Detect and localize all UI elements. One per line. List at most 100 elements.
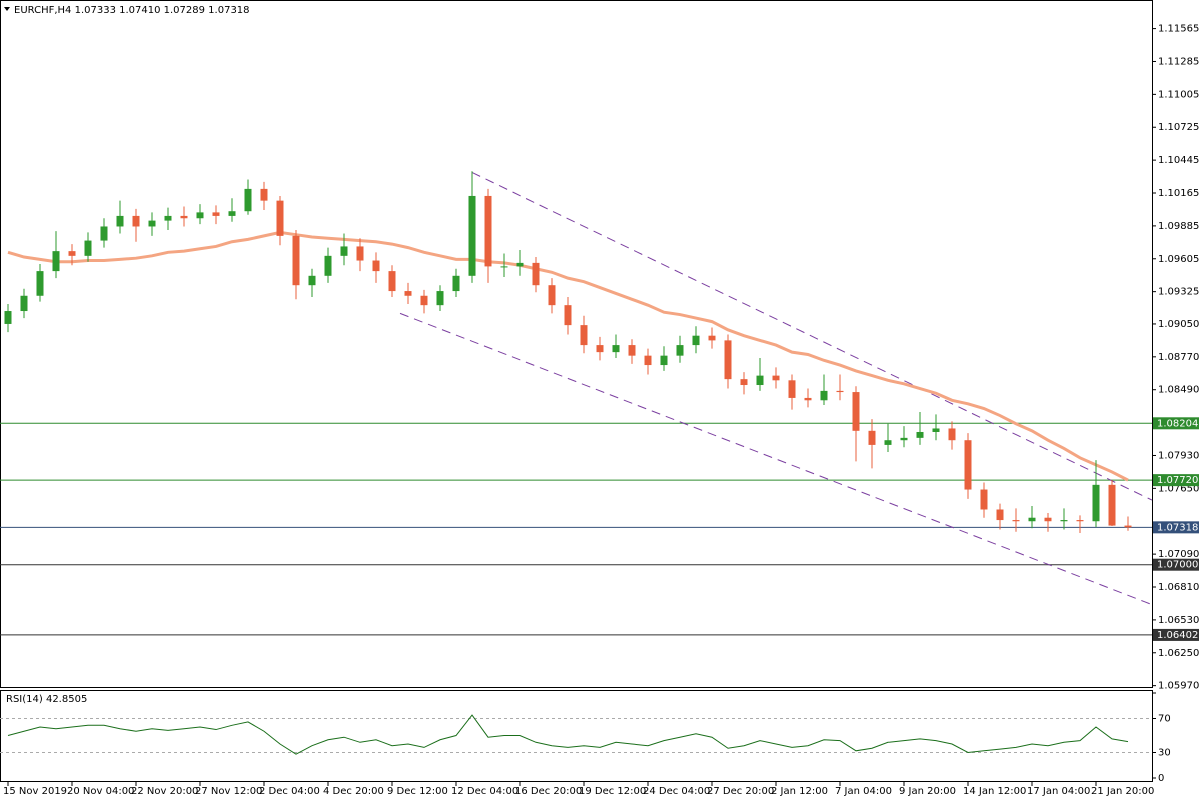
y-tick-label: 1.09325 <box>1158 287 1199 298</box>
x-tick-label: 14 Jan 12:00 <box>963 786 1026 797</box>
y-tick-label: 1.09885 <box>1158 221 1199 232</box>
level-label: 1.07000 <box>1157 560 1198 571</box>
candle-body <box>452 275 460 292</box>
level-label: 1.07318 <box>1157 522 1198 533</box>
moving-average <box>7 230 1129 482</box>
candle-body <box>260 188 268 201</box>
y-tick-label: 1.07930 <box>1158 450 1199 461</box>
rsi-label: RSI(14) 42.8505 <box>6 694 87 705</box>
candle-body <box>132 215 140 227</box>
candle-body <box>564 305 572 326</box>
y-tick-label: 1.09605 <box>1158 254 1199 265</box>
candle-body <box>20 295 28 312</box>
level-label: 1.06402 <box>1157 630 1198 641</box>
x-tick-label: 19 Dec 12:00 <box>579 786 646 797</box>
y-tick-label: 1.10725 <box>1158 122 1199 133</box>
candle-body <box>1012 520 1020 522</box>
candle-body <box>724 340 732 380</box>
level-label: 1.08204 <box>1157 418 1198 429</box>
candle-body <box>692 335 700 346</box>
candle-body <box>276 200 284 236</box>
candle-body <box>996 509 1004 521</box>
candle-body <box>388 271 396 292</box>
candle-body <box>852 392 860 431</box>
x-tick-label: 21 Jan 20:00 <box>1091 786 1154 797</box>
menu-arrow[interactable] <box>4 7 10 11</box>
candle-body <box>500 266 508 268</box>
candle-body <box>116 215 124 227</box>
rsi-panel <box>0 690 1153 782</box>
level-label-box <box>1153 628 1199 641</box>
x-tick-label: 2 Dec 04:00 <box>259 786 320 797</box>
candle-body <box>1076 520 1084 522</box>
candle-body <box>676 345 684 356</box>
y-tick-label: 1.08490 <box>1158 385 1199 396</box>
candle-body <box>148 220 156 227</box>
candle-body <box>916 431 924 438</box>
y-tick-label: 1.06530 <box>1158 615 1199 626</box>
x-tick-label: 9 Jan 20:00 <box>899 786 956 797</box>
y-tick-label: 1.11565 <box>1158 24 1199 35</box>
level-label-box <box>1153 474 1199 487</box>
candle-body <box>708 335 716 341</box>
x-tick-label: 4 Dec 20:00 <box>323 786 384 797</box>
x-tick-label: 12 Dec 04:00 <box>451 786 518 797</box>
candle-body <box>324 255 332 276</box>
candle-body <box>948 428 956 441</box>
x-tick-label: 9 Dec 12:00 <box>387 786 448 797</box>
candle-body <box>36 271 44 296</box>
candle-body <box>308 275 316 286</box>
channel-line <box>471 172 1153 501</box>
candle-body <box>68 251 76 256</box>
candle-body <box>932 428 940 432</box>
rsi-tick-label: 0 <box>1158 773 1164 784</box>
candle-body <box>1108 484 1116 526</box>
y-tick-label: 1.08770 <box>1158 352 1199 363</box>
candle-body <box>340 246 348 256</box>
y-tick-label: 1.11005 <box>1158 89 1199 100</box>
candle-body <box>548 285 556 306</box>
y-tick-label: 1.10165 <box>1158 188 1199 199</box>
candle-body <box>52 251 60 272</box>
rsi-tick-label: 70 <box>1158 714 1171 725</box>
candle-body <box>772 375 780 381</box>
candle-body <box>596 345 604 353</box>
x-tick-label: 2 Jan 12:00 <box>771 786 828 797</box>
candle-body <box>244 188 252 212</box>
candle-body <box>532 262 540 286</box>
level-label-box <box>1153 521 1199 534</box>
y-tick-label: 1.11285 <box>1158 56 1199 67</box>
candle-body <box>740 379 748 386</box>
candle-body <box>580 325 588 346</box>
candle-body <box>644 355 652 366</box>
x-tick-label: 15 Nov 2019 <box>3 786 67 797</box>
level-label-box <box>1153 558 1199 571</box>
candle-body <box>788 380 796 398</box>
candle-body <box>836 390 844 393</box>
candle-body <box>660 355 668 366</box>
candle-body <box>164 215 172 221</box>
candle-body <box>1092 484 1100 522</box>
x-tick-label: 22 Nov 20:00 <box>131 786 198 797</box>
candle-body <box>468 195 476 276</box>
rsi-tick-label: 30 <box>1158 748 1171 759</box>
candle-body <box>1044 517 1052 522</box>
candle-body <box>372 260 380 272</box>
candle-body <box>980 489 988 510</box>
candle-body <box>1028 517 1036 522</box>
candle-body <box>196 212 204 219</box>
candle-body <box>628 345 636 356</box>
price-panel <box>0 0 1153 688</box>
candle-body <box>516 262 524 267</box>
candle-body <box>868 430 876 445</box>
chart-title: EURCHF,H4 1.07333 1.07410 1.07289 1.0731… <box>14 5 250 16</box>
x-tick-label: 17 Jan 04:00 <box>1027 786 1090 797</box>
level-label: 1.07720 <box>1157 475 1198 486</box>
candle-body <box>356 246 364 261</box>
y-tick-label: 1.07650 <box>1158 483 1199 494</box>
x-tick-label: 27 Dec 20:00 <box>707 786 774 797</box>
candle-body <box>484 195 492 267</box>
candle-body <box>756 375 764 386</box>
candle-body <box>820 390 828 401</box>
candle-body <box>884 440 892 445</box>
